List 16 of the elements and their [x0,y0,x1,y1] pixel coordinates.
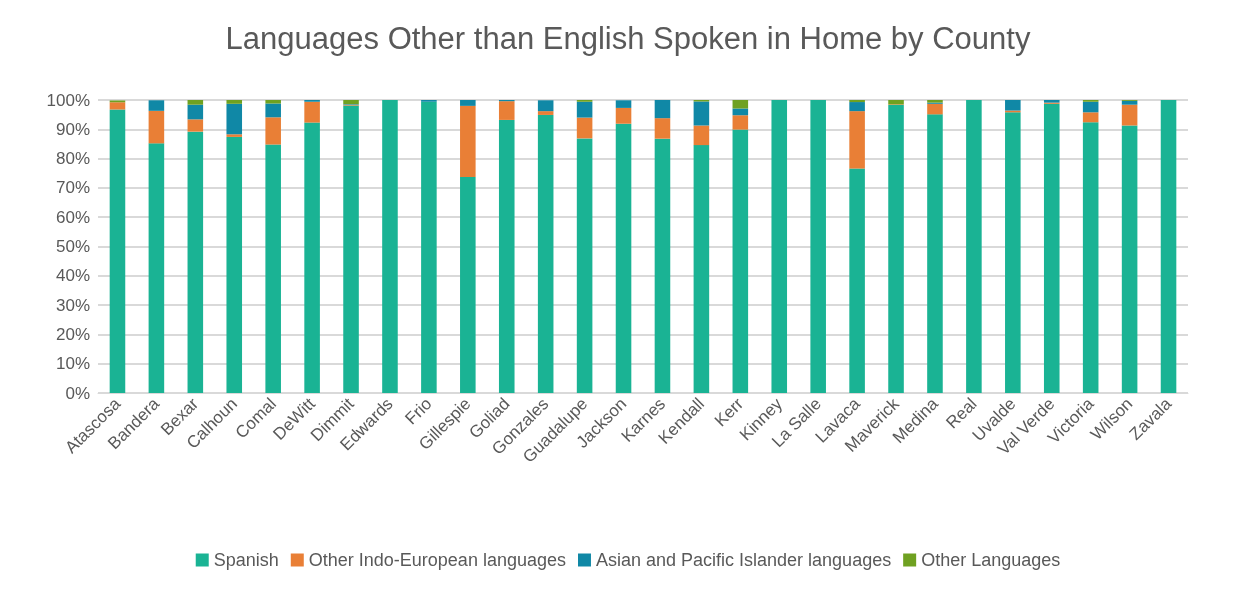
y-tick-label: 0% [65,383,90,403]
y-tick-label: 30% [55,295,90,315]
y-tick-label: 80% [55,149,90,169]
y-tick-label: 100% [46,90,90,110]
y-tick-label: 70% [55,178,90,198]
y-tick-label: 40% [55,266,90,286]
legend-label: Asian and Pacific Islander languages [595,550,892,570]
legend-label: Spanish [213,550,279,570]
legend-label: Other Languages [921,550,1061,570]
y-tick-label: 50% [55,237,90,256]
legend-label: Other Indo-European languages [308,550,566,570]
y-tick-label: 60% [55,207,90,227]
y-tick-label: 10% [55,354,90,374]
chart-title: Languages Other than English Spoken in Home by County [225,21,1031,56]
y-tick-label: 90% [55,119,90,139]
y-tick-label: 20% [55,324,90,344]
